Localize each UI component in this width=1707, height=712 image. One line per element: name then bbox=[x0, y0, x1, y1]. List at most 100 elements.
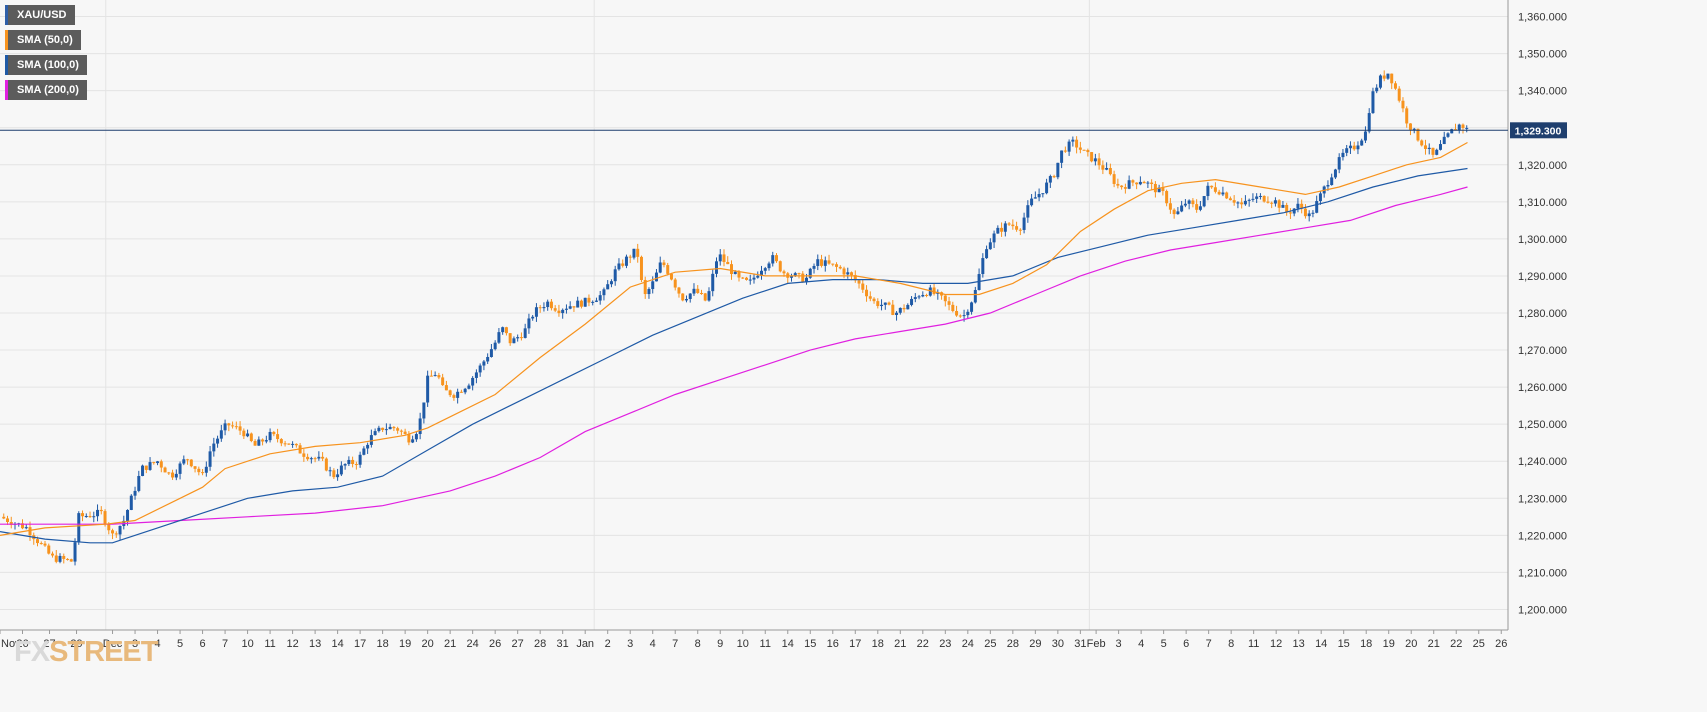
candle-body bbox=[1303, 208, 1307, 217]
candle-body bbox=[947, 301, 951, 305]
candle-body bbox=[681, 293, 685, 301]
candle-body bbox=[1157, 187, 1161, 193]
candle-body bbox=[1000, 227, 1004, 232]
logo-street: STREET bbox=[49, 636, 158, 668]
candle-body bbox=[662, 262, 666, 266]
candle-body bbox=[1431, 147, 1435, 155]
candle-body bbox=[444, 385, 448, 391]
candle-body bbox=[392, 426, 396, 429]
candle-body bbox=[951, 304, 955, 312]
candle-body bbox=[805, 277, 809, 283]
candle-body bbox=[744, 277, 748, 280]
x-tick-label: 11 bbox=[760, 638, 771, 650]
candle-body bbox=[812, 265, 816, 269]
x-tick-label: 11 bbox=[264, 638, 275, 650]
x-tick-label: 17 bbox=[849, 638, 861, 650]
candle-body bbox=[790, 276, 794, 278]
candle-body bbox=[1172, 209, 1176, 215]
candle-body bbox=[955, 311, 959, 316]
candle-body bbox=[1405, 108, 1409, 124]
legend-label: SMA (200,0) bbox=[17, 84, 79, 96]
candle-body bbox=[467, 385, 471, 389]
candle-body bbox=[88, 515, 92, 518]
sma-100-line bbox=[0, 167, 1468, 544]
candle-body bbox=[673, 279, 677, 288]
x-tick-label: 3 bbox=[132, 638, 138, 650]
candle-body bbox=[1315, 201, 1319, 213]
candle-body bbox=[767, 263, 771, 269]
candle-body bbox=[696, 288, 700, 293]
candle-body bbox=[1270, 202, 1274, 204]
candle-body bbox=[1285, 204, 1289, 213]
candle-body bbox=[159, 461, 163, 468]
legend-item[interactable]: SMA (50,0) bbox=[5, 30, 81, 50]
candle-body bbox=[692, 288, 696, 294]
candle-body bbox=[81, 513, 85, 517]
x-tick-label: 28 bbox=[534, 638, 546, 650]
candle-body bbox=[302, 453, 306, 457]
x-tick-label: 28 bbox=[1007, 638, 1019, 650]
x-tick-label: 31 bbox=[1074, 638, 1086, 650]
candle-body bbox=[1240, 202, 1244, 205]
candle-body bbox=[853, 275, 857, 281]
legend-item[interactable]: SMA (200,0) bbox=[5, 80, 87, 100]
candle-body bbox=[178, 463, 182, 474]
x-tick-label: 20 bbox=[1405, 638, 1417, 650]
candle-body bbox=[883, 302, 887, 305]
candle-body bbox=[223, 423, 227, 431]
candle-body bbox=[1393, 83, 1397, 89]
candle-body bbox=[1183, 203, 1187, 206]
candle-body bbox=[1408, 123, 1412, 130]
candle-body bbox=[1041, 193, 1045, 195]
x-tick-label: 21 bbox=[894, 638, 906, 650]
candle-body bbox=[1288, 212, 1292, 214]
candle-body bbox=[775, 255, 779, 262]
candle-body bbox=[992, 233, 996, 243]
x-tick-label: 22 bbox=[1450, 638, 1462, 650]
candle-body bbox=[906, 304, 910, 310]
candle-body bbox=[1120, 185, 1124, 188]
x-tick-label: 13 bbox=[309, 638, 321, 650]
candle-body bbox=[591, 301, 595, 303]
candle-body bbox=[707, 291, 711, 301]
candle-body bbox=[1292, 208, 1296, 214]
candle-body bbox=[1273, 200, 1277, 204]
candle-body bbox=[204, 466, 208, 473]
candle-body bbox=[1210, 185, 1214, 188]
legend-item[interactable]: SMA (100,0) bbox=[5, 55, 87, 75]
candle-body bbox=[1101, 165, 1105, 170]
candle-body bbox=[763, 268, 767, 271]
candle-body bbox=[1450, 129, 1454, 134]
candle-body bbox=[99, 509, 103, 512]
candle-body bbox=[594, 300, 598, 302]
y-tick-label: 1,300.000 bbox=[1518, 234, 1567, 246]
candle-body bbox=[1225, 192, 1229, 199]
candle-body bbox=[1352, 145, 1356, 150]
candle-body bbox=[699, 292, 703, 294]
candle-body bbox=[384, 429, 388, 431]
candle-body bbox=[1213, 187, 1217, 192]
candle-body bbox=[831, 263, 835, 265]
candle-body bbox=[249, 433, 253, 442]
candle-body bbox=[643, 279, 647, 295]
candle-body bbox=[1330, 177, 1334, 186]
candle-body bbox=[411, 439, 415, 443]
y-tick-label: 1,220.000 bbox=[1518, 530, 1567, 542]
candle-body bbox=[103, 511, 107, 525]
candle-body bbox=[343, 464, 347, 466]
candle-body bbox=[1311, 212, 1315, 214]
candle-body bbox=[1412, 128, 1416, 130]
candle-body bbox=[62, 555, 66, 559]
legend-item[interactable]: XAU/USD bbox=[5, 5, 75, 25]
candle-body bbox=[1030, 198, 1034, 206]
candle-body bbox=[1116, 183, 1120, 186]
candle-body bbox=[1442, 136, 1446, 145]
candle-body bbox=[231, 425, 235, 427]
candle-body bbox=[92, 516, 96, 518]
candle-body bbox=[651, 281, 655, 290]
legend-swatch bbox=[5, 80, 8, 100]
candle-body bbox=[910, 298, 914, 305]
candle-body bbox=[309, 458, 313, 460]
candle-body bbox=[981, 258, 985, 275]
